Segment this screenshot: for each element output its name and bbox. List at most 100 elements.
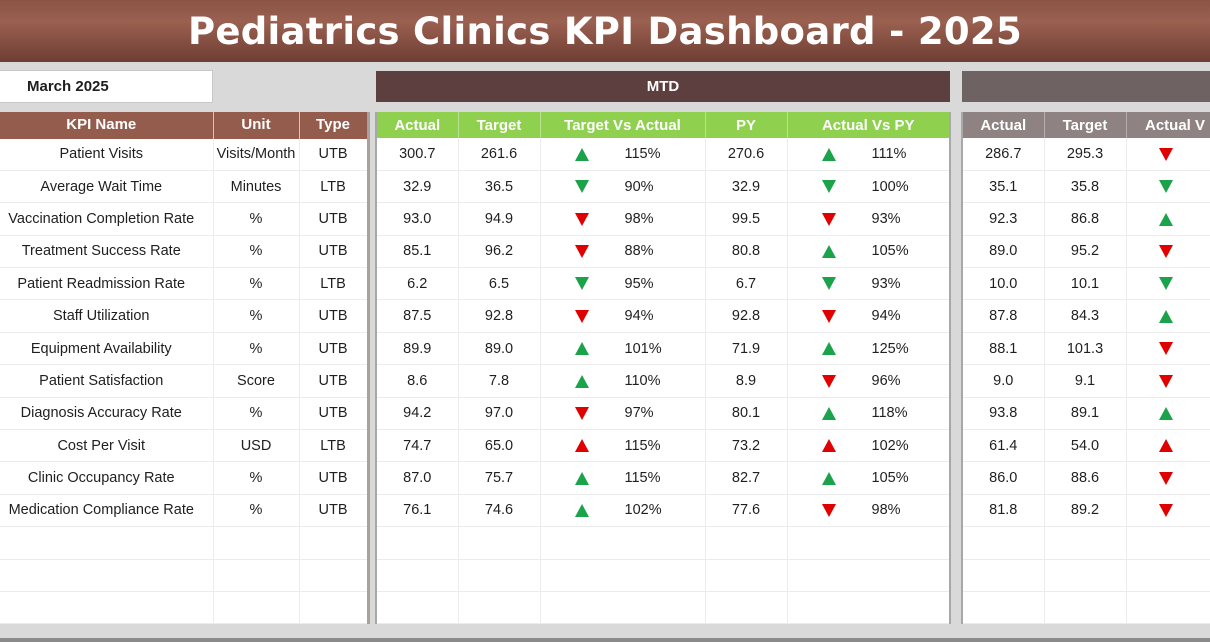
- ytd-row: 10.0 10.1: [962, 267, 1210, 301]
- ytd-actual: 81.8: [962, 494, 1045, 528]
- mtd-row: 87.0 75.7 115% 82.7 105%: [376, 461, 951, 495]
- empty-cell: [299, 559, 369, 592]
- actual-vs-py-value: 98%: [871, 502, 901, 519]
- empty-cell: [0, 591, 214, 625]
- actual-vs-py: 105%: [787, 235, 951, 269]
- kpi-row: Vaccination Completion Rate% UTB: [0, 202, 369, 236]
- kpi-type: LTB: [299, 429, 369, 463]
- page-title: Pediatrics Clinics KPI Dashboard - 2025: [187, 9, 1023, 53]
- ytd-actual: 35.1: [962, 170, 1045, 204]
- mtd-py: 92.8: [705, 299, 788, 333]
- mtd-row: 94.2 97.0 97% 80.1 118%: [376, 397, 951, 431]
- ytd-actual: 92.3: [962, 202, 1045, 236]
- mtd-py: 73.2: [705, 429, 788, 463]
- mtd-row: 32.9 36.5 90% 32.9 100%: [376, 170, 951, 204]
- empty-row: [0, 526, 369, 560]
- mtd-py: 8.9: [705, 364, 788, 398]
- empty-cell: [1126, 559, 1210, 592]
- kpi-name: Patient Satisfaction: [0, 364, 214, 398]
- actual-vs-py-up-arrow-icon: [821, 147, 836, 161]
- empty-cell: [540, 526, 706, 560]
- actual-vs-py-value: 125%: [871, 340, 909, 357]
- mtd-row: 8.6 7.8 110% 8.9 96%: [376, 364, 951, 398]
- ytd-row: 93.8 89.1: [962, 397, 1210, 431]
- ytd-row: 92.3 86.8: [962, 202, 1210, 236]
- ytd-row: 88.1 101.3: [962, 332, 1210, 366]
- actual-vs-py-down-arrow-icon: [821, 374, 836, 388]
- mtd-target: 94.9: [458, 202, 541, 236]
- actual-vs-py: 93%: [787, 267, 951, 301]
- actual-vs-py-value: 93%: [871, 275, 901, 292]
- ytd-row: 87.8 84.3: [962, 299, 1210, 333]
- kpi-type: UTB: [299, 332, 369, 366]
- kpi-type: LTB: [299, 170, 369, 204]
- empty-row: [0, 591, 369, 625]
- actual-vs-py-value: 93%: [871, 210, 901, 227]
- mtd-table: Actual Target Target Vs Actual PY Actual…: [375, 112, 951, 625]
- mtd-row: 87.5 92.8 94% 92.8 94%: [376, 299, 951, 333]
- target-vs-actual-value: 90%: [624, 178, 654, 195]
- ytd-actual-vs: [1126, 299, 1210, 333]
- mtd-actual: 94.2: [376, 397, 459, 431]
- ytd-actual: 87.8: [962, 299, 1045, 333]
- ytd-actual-vs: [1126, 332, 1210, 366]
- mtd-actual: 76.1: [376, 494, 459, 528]
- actual-vs-py: 125%: [787, 332, 951, 366]
- empty-cell: [376, 559, 459, 592]
- mtd-py: 77.6: [705, 494, 788, 528]
- empty-cell: [213, 591, 300, 625]
- target-vs-actual-down-arrow-icon: [574, 277, 589, 291]
- ytd-actual: 88.1: [962, 332, 1045, 366]
- ytd-actual-vs-down-arrow-icon: [1158, 342, 1173, 356]
- kpi-unit: %: [213, 332, 300, 366]
- mtd-row: 85.1 96.2 88% 80.8 105%: [376, 235, 951, 269]
- column-header-unit: Unit: [213, 112, 300, 138]
- actual-vs-py: 105%: [787, 461, 951, 495]
- column-header-type: Type: [299, 112, 369, 138]
- mtd-py: 82.7: [705, 461, 788, 495]
- mtd-target: 36.5: [458, 170, 541, 204]
- mtd-actual: 87.5: [376, 299, 459, 333]
- kpi-type: UTB: [299, 461, 369, 495]
- actual-vs-py-value: 102%: [871, 437, 909, 454]
- kpi-row: Medication Compliance Rate% UTB: [0, 494, 369, 528]
- target-vs-actual-down-arrow-icon: [574, 406, 589, 420]
- actual-vs-py-up-arrow-icon: [821, 245, 836, 259]
- empty-cell: [376, 591, 459, 625]
- target-vs-actual-up-arrow-icon: [574, 504, 589, 518]
- kpi-unit: %: [213, 202, 300, 236]
- target-vs-actual: 115%: [540, 429, 706, 463]
- actual-vs-py: 118%: [787, 397, 951, 431]
- ytd-target: 86.8: [1044, 202, 1127, 236]
- empty-cell: [213, 559, 300, 592]
- kpi-name: Patient Visits: [0, 138, 214, 171]
- ytd-actual: 61.4: [962, 429, 1045, 463]
- empty-cell: [1044, 591, 1127, 625]
- target-vs-actual: 95%: [540, 267, 706, 301]
- ytd-target: 10.1: [1044, 267, 1127, 301]
- actual-vs-py-down-arrow-icon: [821, 309, 836, 323]
- empty-cell: [962, 559, 1045, 592]
- actual-vs-py-value: 100%: [871, 178, 909, 195]
- column-header-ytd-target: Target: [1044, 112, 1127, 138]
- actual-vs-py: 98%: [787, 494, 951, 528]
- actual-vs-py-value: 96%: [871, 372, 901, 389]
- month-selector[interactable]: March 2025: [0, 70, 213, 103]
- kpi-row: Patient Satisfaction Score UTB: [0, 364, 369, 398]
- kpi-row: Treatment Success Rate% UTB: [0, 235, 369, 269]
- mtd-target: 74.6: [458, 494, 541, 528]
- target-vs-actual-value: 115%: [624, 470, 661, 487]
- ytd-target: 84.3: [1044, 299, 1127, 333]
- target-vs-actual-down-arrow-icon: [574, 212, 589, 226]
- target-vs-actual-value: 98%: [624, 210, 654, 227]
- ytd-actual-vs-up-arrow-icon: [1158, 439, 1173, 453]
- mtd-target: 261.6: [458, 138, 541, 171]
- ytd-row: 35.1 35.8: [962, 170, 1210, 204]
- empty-row: [962, 591, 1210, 625]
- ytd-actual: 10.0: [962, 267, 1045, 301]
- kpi-name: Medication Compliance Rate: [0, 494, 214, 528]
- mtd-row: 74.7 65.0 115% 73.2 102%: [376, 429, 951, 463]
- ytd-actual-vs: [1126, 461, 1210, 495]
- mtd-py: 32.9: [705, 170, 788, 204]
- empty-cell: [458, 559, 541, 592]
